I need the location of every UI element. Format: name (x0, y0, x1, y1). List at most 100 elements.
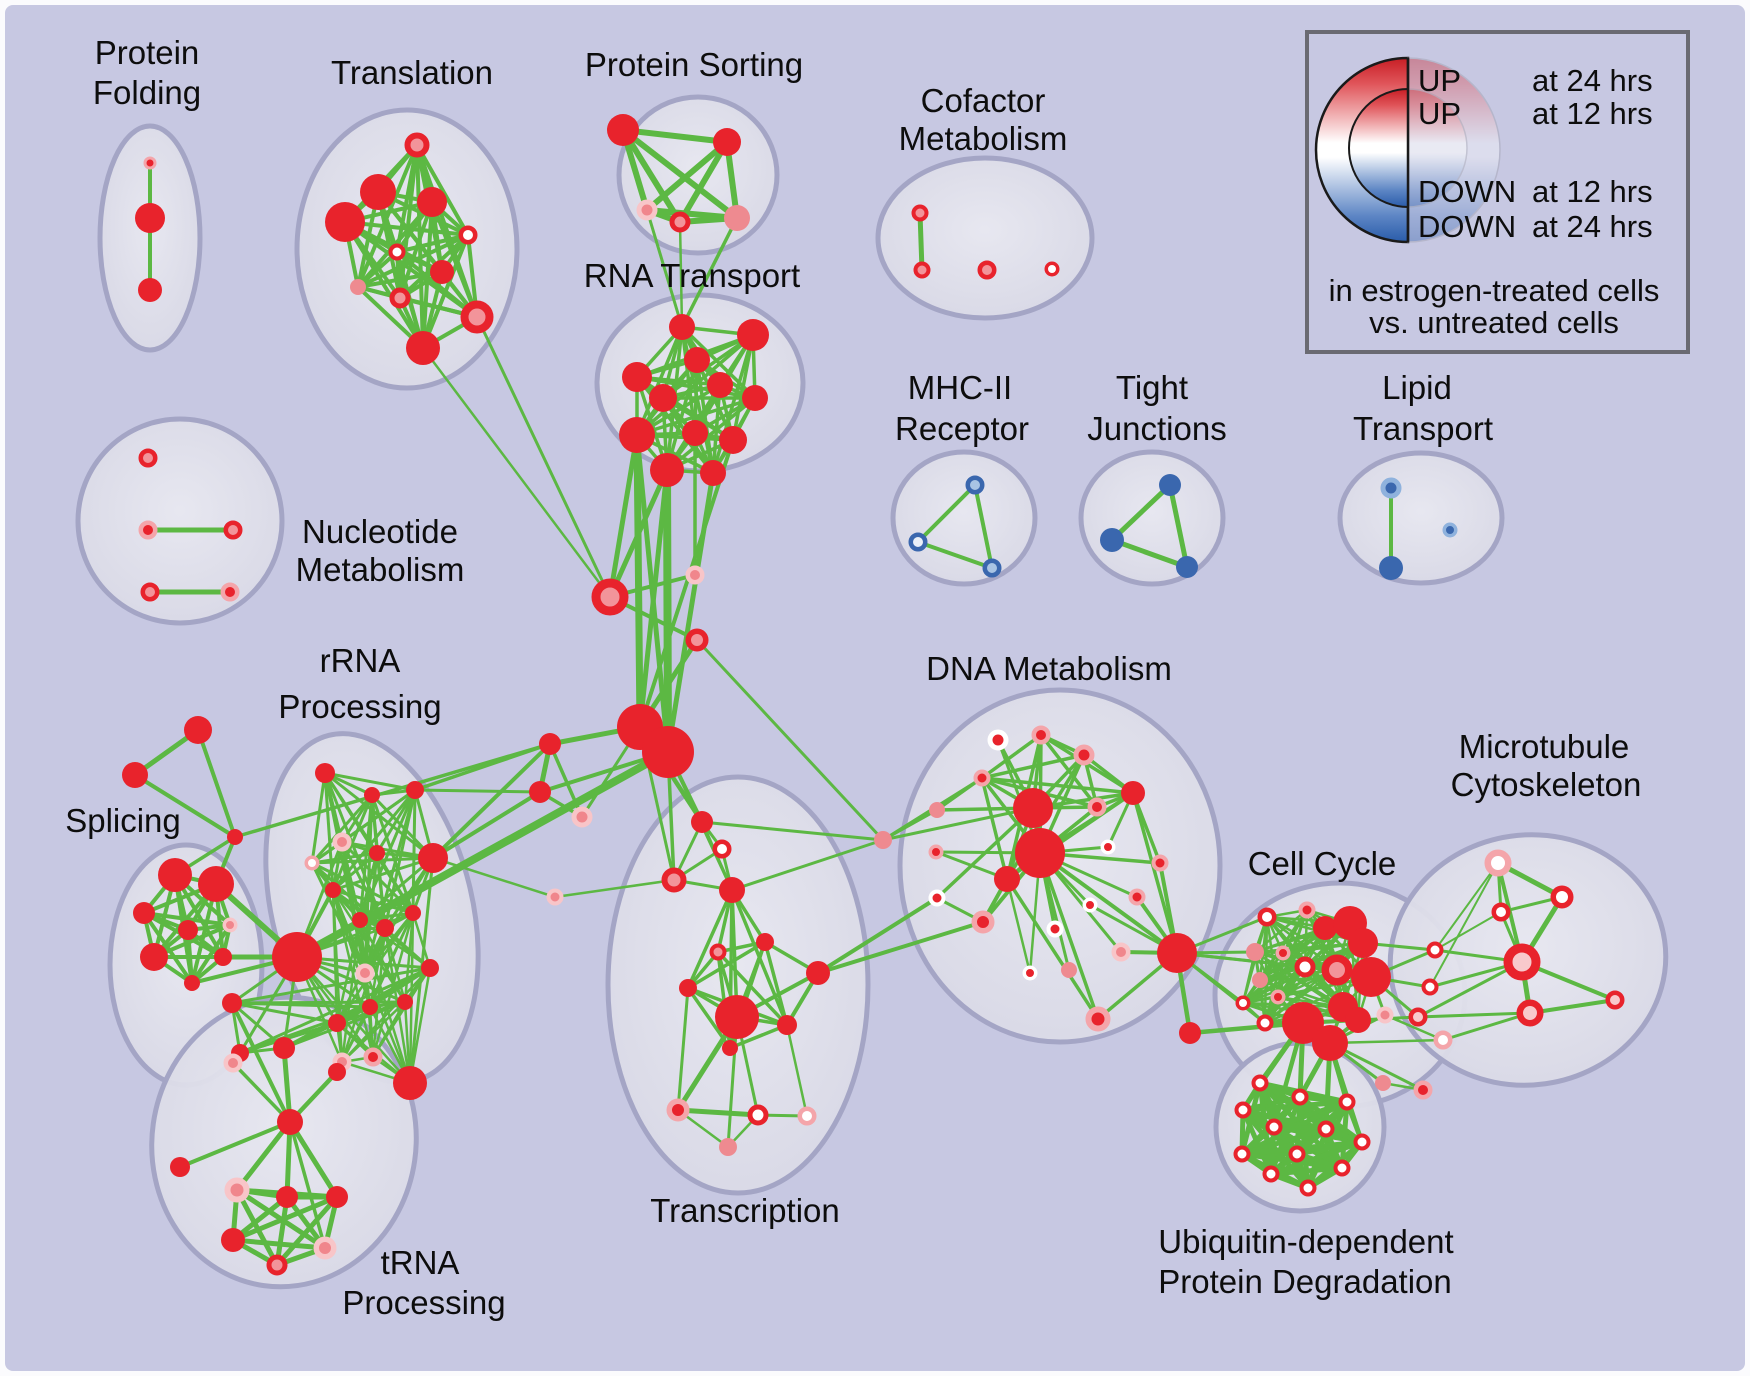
network-node[interactable] (227, 829, 243, 845)
network-node[interactable] (315, 763, 335, 783)
network-node[interactable] (929, 802, 945, 818)
network-node[interactable] (982, 558, 1002, 578)
network-node[interactable] (529, 781, 551, 803)
network-node[interactable] (222, 993, 242, 1013)
network-node[interactable] (273, 1037, 295, 1059)
network-node[interactable] (1082, 897, 1098, 913)
network-node[interactable] (369, 845, 385, 861)
network-node[interactable] (140, 943, 168, 971)
network-node[interactable] (277, 1109, 303, 1135)
network-node[interactable] (362, 999, 378, 1015)
network-node[interactable] (1516, 999, 1544, 1027)
network-node[interactable] (571, 806, 593, 828)
network-node[interactable] (669, 314, 695, 340)
network-node[interactable] (1111, 942, 1131, 962)
network-node[interactable] (636, 199, 658, 221)
network-node[interactable] (133, 902, 155, 924)
network-node[interactable] (642, 726, 694, 778)
network-node[interactable] (1503, 943, 1541, 981)
network-node[interactable] (719, 1138, 737, 1156)
network-node[interactable] (649, 384, 677, 412)
network-node[interactable] (1256, 1014, 1274, 1032)
network-node[interactable] (1348, 928, 1378, 958)
network-node[interactable] (737, 319, 769, 351)
network-node[interactable] (712, 839, 732, 859)
network-node[interactable] (158, 858, 192, 892)
network-node[interactable] (1061, 962, 1077, 978)
network-node[interactable] (965, 475, 985, 495)
network-node[interactable] (430, 260, 454, 284)
network-node[interactable] (405, 905, 421, 921)
network-node[interactable] (874, 831, 892, 849)
network-node[interactable] (272, 932, 322, 982)
network-node[interactable] (224, 1177, 250, 1203)
network-node[interactable] (1257, 907, 1277, 927)
network-node[interactable] (1085, 1006, 1111, 1032)
network-node[interactable] (650, 453, 684, 487)
network-node[interactable] (1013, 788, 1053, 828)
network-node[interactable] (352, 912, 368, 928)
network-node[interactable] (135, 203, 165, 233)
network-node[interactable] (911, 204, 929, 222)
network-node[interactable] (928, 889, 946, 907)
network-node[interactable] (700, 460, 726, 486)
network-node[interactable] (1159, 474, 1181, 496)
network-node[interactable] (220, 582, 240, 602)
network-node[interactable] (709, 943, 727, 961)
network-node[interactable] (1321, 954, 1353, 986)
network-node[interactable] (928, 844, 944, 860)
network-node[interactable] (138, 520, 158, 540)
network-node[interactable] (679, 979, 697, 997)
network-node[interactable] (360, 174, 396, 210)
network-node[interactable] (138, 278, 162, 302)
network-node[interactable] (1252, 972, 1268, 988)
network-node[interactable] (619, 417, 655, 453)
network-node[interactable] (713, 128, 741, 156)
network-node[interactable] (1100, 839, 1116, 855)
network-node[interactable] (715, 995, 759, 1039)
network-node[interactable] (266, 1254, 288, 1276)
network-node[interactable] (539, 733, 561, 755)
network-node[interactable] (350, 279, 366, 295)
network-node[interactable] (1179, 1022, 1201, 1044)
network-node[interactable] (1294, 956, 1316, 978)
network-node[interactable] (777, 1015, 797, 1035)
network-node[interactable] (1246, 943, 1264, 961)
network-node[interactable] (328, 1014, 346, 1032)
network-node[interactable] (1317, 1120, 1335, 1138)
network-node[interactable] (138, 448, 158, 468)
network-node[interactable] (313, 1236, 337, 1260)
network-node[interactable] (1235, 995, 1251, 1011)
network-node[interactable] (1234, 1101, 1252, 1119)
network-node[interactable] (122, 762, 148, 788)
network-node[interactable] (742, 385, 768, 411)
network-node[interactable] (546, 888, 564, 906)
network-node[interactable] (685, 628, 709, 652)
network-node[interactable] (421, 959, 439, 977)
network-node[interactable] (1233, 1145, 1251, 1163)
network-node[interactable] (1275, 945, 1291, 961)
network-node[interactable] (140, 582, 160, 602)
network-node[interactable] (707, 372, 733, 398)
network-node[interactable] (682, 420, 708, 446)
network-node[interactable] (1151, 854, 1169, 872)
network-node[interactable] (1157, 933, 1197, 973)
network-node[interactable] (198, 866, 234, 902)
network-node[interactable] (397, 994, 413, 1010)
network-node[interactable] (1375, 1075, 1391, 1091)
network-node[interactable] (1251, 1074, 1269, 1092)
network-node[interactable] (178, 920, 198, 940)
network-node[interactable] (389, 287, 411, 309)
network-node[interactable] (1442, 522, 1458, 538)
network-node[interactable] (724, 205, 750, 231)
network-node[interactable] (304, 855, 320, 871)
network-node[interactable] (1426, 941, 1444, 959)
network-node[interactable] (1312, 1025, 1348, 1061)
network-node[interactable] (908, 532, 928, 552)
network-node[interactable] (977, 260, 997, 280)
network-node[interactable] (1351, 957, 1391, 997)
network-node[interactable] (1291, 1088, 1309, 1106)
network-node[interactable] (1491, 902, 1511, 922)
network-node[interactable] (143, 156, 157, 170)
network-node[interactable] (363, 1047, 383, 1067)
